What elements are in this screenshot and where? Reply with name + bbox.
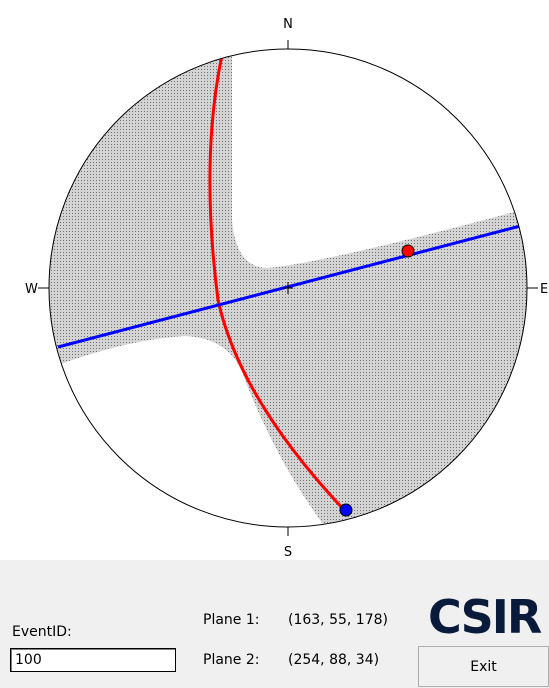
exit-button[interactable]: Exit bbox=[418, 646, 549, 687]
plane1-label: Plane 1: bbox=[203, 612, 260, 628]
beachball bbox=[49, 49, 527, 527]
plane2-value: (254, 88, 34) bbox=[288, 652, 380, 668]
east-label: E bbox=[540, 282, 548, 297]
event-id-label: EventID: bbox=[12, 624, 72, 640]
p-axis-marker bbox=[401, 244, 415, 258]
west-label: W bbox=[25, 282, 38, 297]
plane2-label: Plane 2: bbox=[203, 652, 260, 668]
logo: CSIR bbox=[428, 592, 542, 642]
axis-ticks bbox=[38, 40, 538, 536]
north-label: N bbox=[283, 17, 293, 32]
event-id-input[interactable]: 100 bbox=[10, 648, 176, 672]
stereonet-view: N S W E bbox=[0, 0, 549, 560]
nodal-plane-2 bbox=[57, 222, 527, 349]
plane1-value: (163, 55, 178) bbox=[288, 612, 388, 628]
south-label: S bbox=[284, 545, 292, 560]
nodal-plane-1 bbox=[208, 54, 348, 514]
t-axis-marker bbox=[339, 503, 353, 517]
